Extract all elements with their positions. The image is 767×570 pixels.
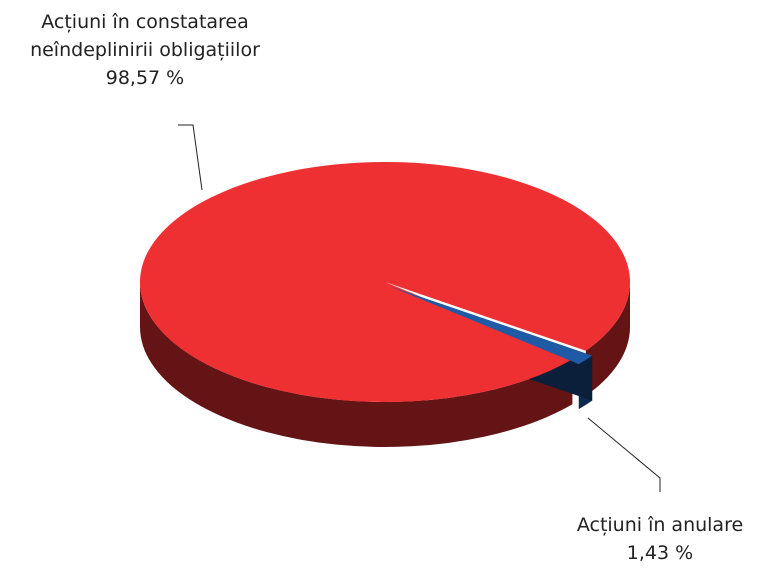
slice-label: Acțiuni în constatarea neîndeplinirii ob…: [0, 8, 290, 92]
value-label: 98,57 %: [105, 67, 185, 89]
slice: [140, 161, 631, 402]
category-label: Acțiuni în constatarea neîndeplinirii ob…: [30, 11, 260, 61]
value-label: 1,43 %: [626, 542, 694, 564]
leader-line: [178, 124, 203, 191]
pie: [139, 161, 631, 447]
category-label: Acțiuni în anulare: [576, 514, 744, 536]
slice-side: [139, 282, 573, 447]
slice-side: [585, 282, 630, 396]
slice-label: Acțiuni în anulare 1,43 %: [560, 511, 760, 567]
slice: [391, 286, 593, 365]
leader-line: [587, 417, 661, 492]
